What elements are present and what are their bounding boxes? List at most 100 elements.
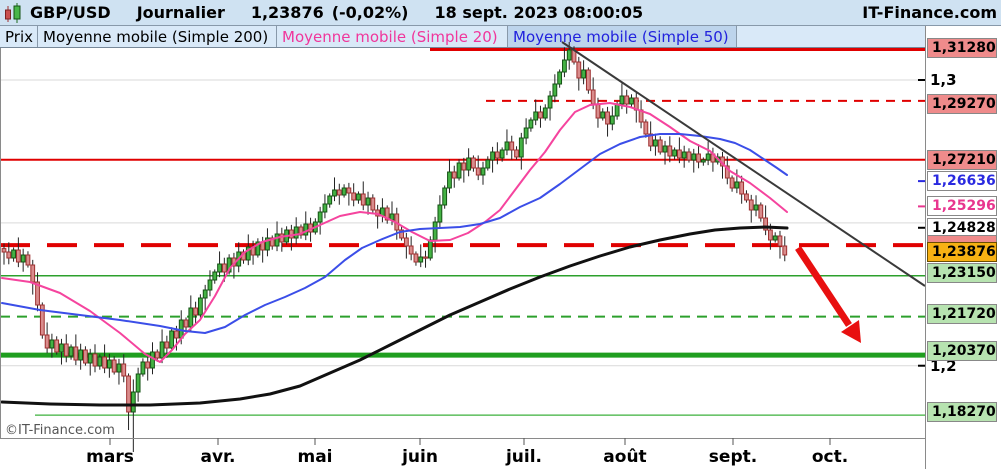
candle [293, 226, 299, 239]
candle [681, 151, 687, 159]
candle [595, 103, 601, 119]
price-level-badge: 1,21720 [927, 303, 997, 324]
candle [763, 217, 769, 231]
candle [686, 151, 692, 161]
candle [777, 235, 783, 247]
candle [49, 339, 55, 349]
header-bar: GBP/USD Journalier 1,23876 (-0,02%) 18 s… [0, 0, 1001, 26]
candle [212, 271, 218, 281]
legend-item-sma20[interactable]: Moyenne mobile (Simple 20) [277, 26, 508, 47]
price-axis[interactable]: 1,31280 1,3 1,29270 1,27210 1,26636 1,25296 1,… [926, 26, 1001, 469]
legend-item-price[interactable]: Prix [0, 26, 38, 47]
trendline[interactable] [561, 41, 926, 287]
candle [346, 187, 352, 194]
candle [322, 203, 328, 213]
candle [744, 193, 749, 201]
sma50-line[interactable] [1, 133, 788, 334]
candle [590, 89, 596, 105]
candle [327, 195, 333, 205]
candle [662, 145, 668, 153]
price-level-badge: 1,31280 [927, 38, 997, 59]
candle [605, 111, 610, 125]
candle [490, 151, 495, 161]
candle [585, 69, 591, 91]
candle [83, 349, 88, 364]
candle [20, 254, 26, 263]
candle [87, 353, 93, 364]
candle [437, 204, 443, 223]
candle [245, 246, 251, 261]
candle [547, 95, 553, 109]
candle [576, 61, 582, 79]
timeframe-label[interactable]: Journalier [136, 3, 225, 22]
candle [552, 83, 558, 97]
candle [221, 263, 227, 273]
arrow-head-icon[interactable] [841, 320, 861, 343]
candle [542, 107, 548, 119]
price-level-badge: 1,27210 [927, 149, 997, 170]
candle [226, 257, 232, 273]
candle [188, 307, 194, 328]
candle [365, 197, 371, 206]
candle [332, 189, 337, 197]
candle [523, 127, 529, 139]
candle [466, 157, 472, 171]
candle [691, 153, 697, 161]
candle [566, 49, 572, 61]
candle [217, 263, 222, 273]
candle [509, 141, 515, 151]
indicator-legend: Prix Moyenne mobile (Simple 200) Moyenne… [0, 26, 926, 48]
candle [145, 361, 151, 369]
candle [581, 69, 586, 79]
candle [667, 145, 673, 157]
candle [159, 341, 165, 359]
candle [528, 119, 534, 129]
candle [126, 375, 131, 413]
candle [557, 71, 563, 85]
candle [768, 229, 773, 241]
candle [279, 233, 285, 243]
candle [370, 197, 376, 211]
month-label: juin [401, 447, 438, 467]
legend-item-sma50[interactable]: Moyenne mobile (Simple 50) [508, 26, 737, 47]
candle [494, 151, 500, 159]
candle [97, 356, 103, 367]
candle [135, 373, 141, 393]
candle [303, 223, 309, 236]
candle [614, 103, 620, 117]
candle [336, 189, 342, 196]
candle [696, 153, 701, 163]
candle [399, 229, 404, 239]
candlestick-icon [4, 2, 24, 24]
price-chart-canvas[interactable]: mars avr. mai juin juil. août sept. oct. [0, 0, 926, 469]
month-label: juil. [505, 447, 542, 467]
candle [341, 187, 347, 196]
candle [471, 157, 476, 169]
candle [289, 229, 294, 239]
candle [360, 193, 366, 206]
candle [423, 256, 428, 259]
watermark: ©IT-Finance.com [5, 423, 115, 438]
symbol-label[interactable]: GBP/USD [30, 3, 111, 22]
arrow-shaft[interactable] [795, 246, 852, 327]
candle [648, 133, 654, 147]
legend-item-sma200[interactable]: Moyenne mobile (Simple 200) [38, 26, 277, 47]
candle [111, 359, 117, 373]
candle [15, 249, 21, 263]
candle [442, 187, 448, 206]
sma200-line[interactable] [0, 225, 789, 407]
candle [102, 356, 107, 369]
candle [6, 251, 12, 259]
sma20-line[interactable] [1, 102, 788, 363]
candle [39, 304, 45, 336]
candle [116, 363, 122, 373]
candle [518, 137, 524, 158]
candle [562, 59, 567, 73]
candle [753, 204, 759, 211]
candle [255, 241, 261, 256]
candle [748, 199, 754, 211]
candle [629, 97, 634, 105]
candle [734, 181, 740, 189]
price-level-badge: 1,29270 [927, 93, 997, 114]
